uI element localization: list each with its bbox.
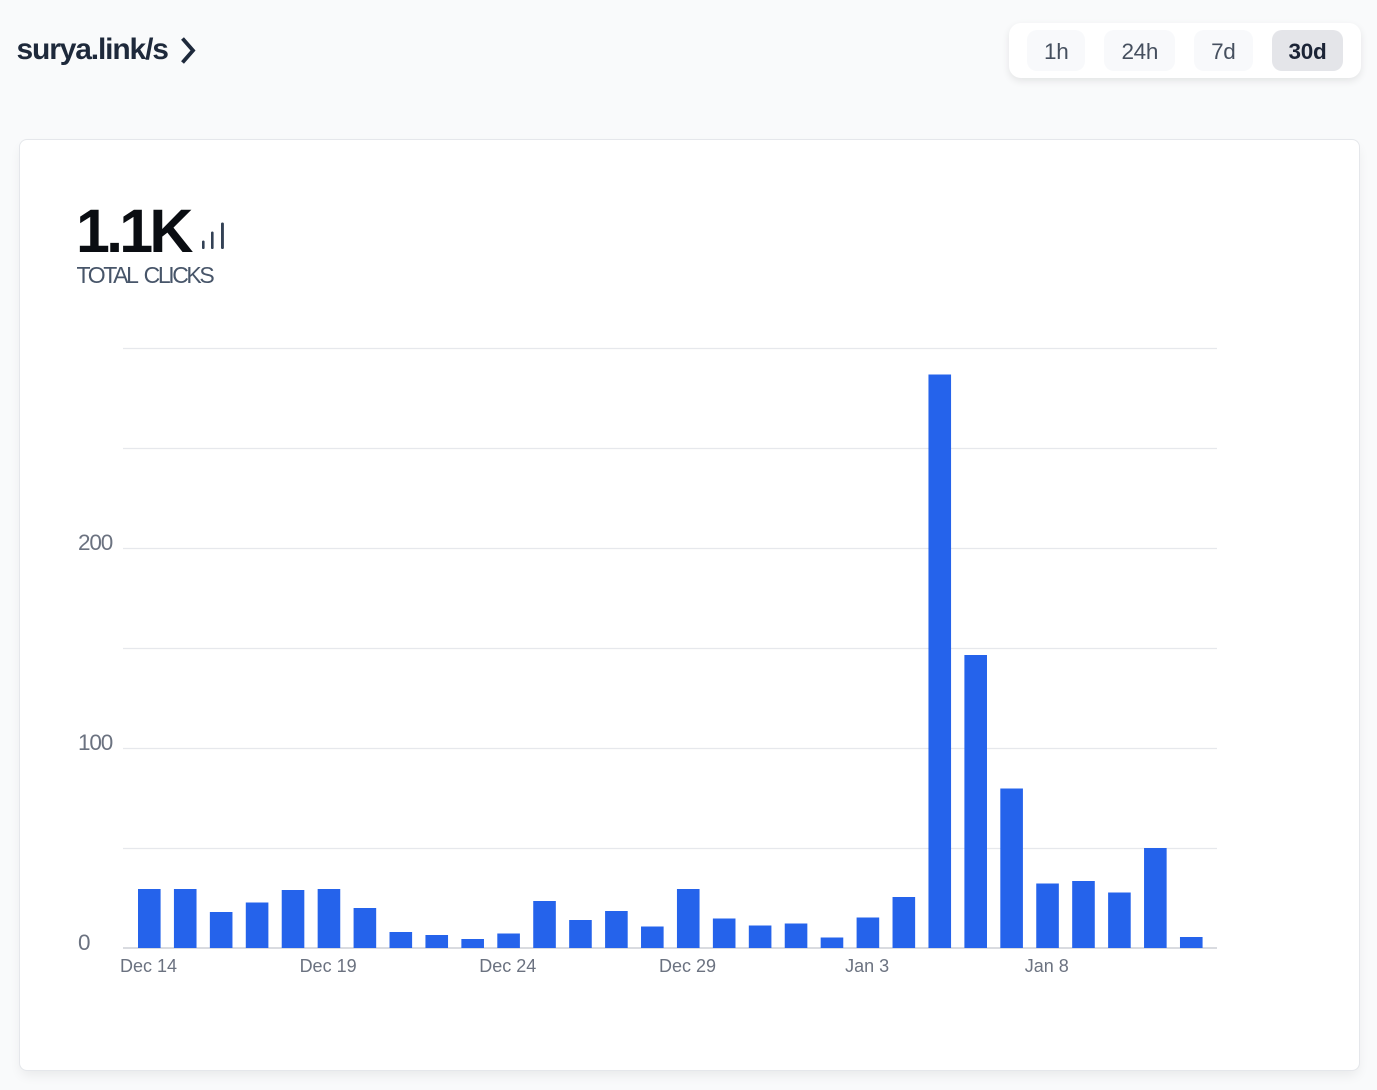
svg-text:Dec 14: Dec 14 <box>120 956 177 976</box>
svg-text:0: 0 <box>78 930 90 955</box>
svg-text:Dec 19: Dec 19 <box>300 956 357 976</box>
svg-text:Dec 29: Dec 29 <box>659 956 716 976</box>
svg-text:Dec 24: Dec 24 <box>479 956 536 976</box>
svg-text:Jan 3: Jan 3 <box>845 956 889 976</box>
svg-text:200: 200 <box>78 530 113 555</box>
svg-text:Jan 8: Jan 8 <box>1025 956 1069 976</box>
svg-text:100: 100 <box>78 730 113 755</box>
